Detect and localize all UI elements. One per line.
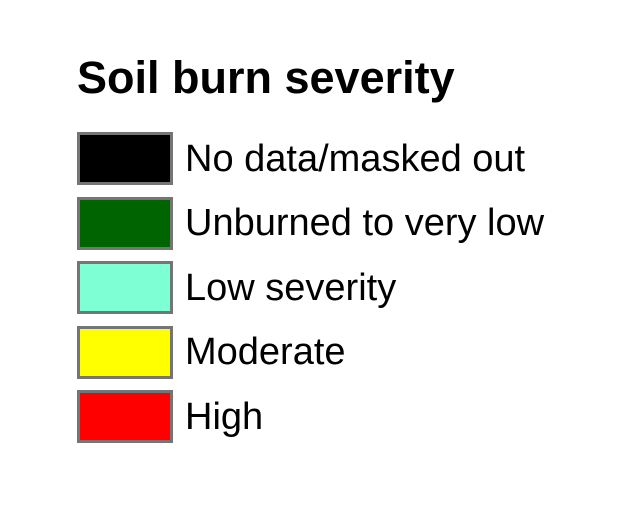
- color-swatch-unburned-very-low: [77, 196, 173, 250]
- color-swatch-no-data: [77, 132, 173, 185]
- color-swatch-low-severity: [77, 261, 173, 314]
- legend-item-label: Unburned to very low: [185, 202, 545, 244]
- legend-title: Soil burn severity: [77, 52, 455, 103]
- legend-item-label: High: [185, 395, 264, 438]
- legend-item-unburned-very-low: Unburned to very low: [77, 196, 545, 250]
- legend-item-label: No data/masked out: [185, 137, 526, 180]
- legend-item-low-severity: Low severity: [77, 261, 544, 314]
- color-swatch-high: [77, 390, 173, 443]
- legend-item-label: Moderate: [185, 331, 346, 373]
- color-swatch-moderate: [77, 325, 173, 379]
- legend-item-high: High: [77, 390, 544, 443]
- legend-item-no-data: No data/masked out: [77, 132, 544, 185]
- legend-item-label: Low severity: [185, 266, 397, 309]
- legend-items: No data/masked out Unburned to very low …: [77, 132, 544, 443]
- legend-item-moderate: Moderate: [77, 325, 544, 379]
